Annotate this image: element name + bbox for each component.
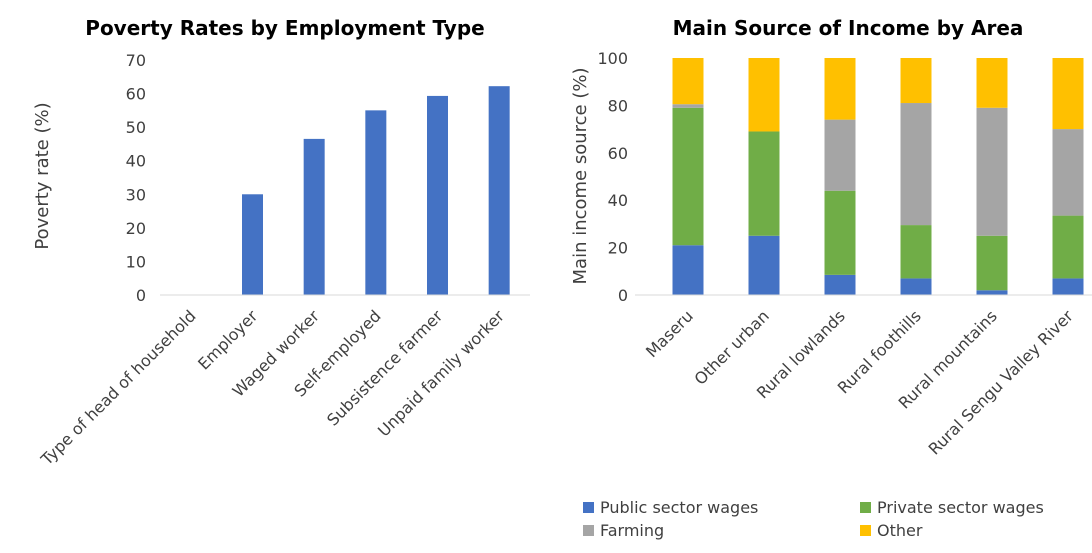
right-y-tick-label: 80: [608, 96, 628, 115]
segment-public-sector-wages-rural-foothills: [900, 278, 932, 295]
right-x-tick-label: Maseru: [642, 306, 697, 361]
left-y-tick-label: 20: [126, 219, 146, 238]
left-y-tick-label: 70: [126, 51, 146, 70]
segment-public-sector-wages-rural-mountains: [976, 290, 1008, 295]
segment-farming-rural-sengu-valley-river: [1052, 129, 1084, 216]
segment-private-sector-wages-maseru: [672, 107, 704, 246]
bar-employer: [242, 194, 263, 295]
legend-label-private-sector-wages: Private sector wages: [877, 498, 1044, 517]
legend-label-farming: Farming: [600, 521, 664, 540]
segment-private-sector-wages-rural-foothills: [900, 225, 932, 279]
segment-other-rural-mountains: [976, 58, 1008, 108]
left-y-tick-label: 10: [126, 252, 146, 271]
bar-unpaid-family-worker: [488, 86, 510, 295]
left-y-tick-label: 30: [126, 185, 146, 204]
right-chart-title: Main Source of Income by Area: [673, 16, 1024, 40]
left-chart-title: Poverty Rates by Employment Type: [85, 16, 484, 40]
right-y-tick-label: 0: [618, 286, 628, 305]
segment-other-maseru: [672, 58, 704, 105]
left-x-tick-label: Unpaid family worker: [374, 306, 508, 440]
segment-farming-maseru: [672, 104, 704, 108]
left-x-tick-label: Subsistence farmer: [323, 306, 447, 430]
segment-public-sector-wages-rural-sengu-valley-river: [1052, 278, 1084, 295]
right-x-tick-label: Other urban: [691, 306, 773, 388]
right-y-axis-label: Main income source (%): [570, 68, 591, 285]
legend-label-public-sector-wages: Public sector wages: [600, 498, 758, 517]
segment-farming-rural-foothills: [900, 103, 932, 226]
segment-private-sector-wages-rural-sengu-valley-river: [1052, 215, 1084, 279]
legend-swatch-farming: [583, 525, 594, 536]
bar-subsistence-farmer: [427, 95, 448, 296]
legend: Public sector wages Private sector wages F…: [583, 498, 1044, 540]
right-x-tick-label: Rural Sengu Valley River: [925, 306, 1077, 458]
left-y-axis-label: Poverty rate (%): [32, 102, 53, 249]
segment-private-sector-wages-other-urban: [748, 131, 780, 236]
left-y-tick-label: 50: [126, 118, 146, 137]
segment-private-sector-wages-rural-lowlands: [824, 190, 856, 275]
bar-self-employed: [365, 110, 387, 295]
segment-other-rural-foothills: [900, 58, 932, 104]
legend-swatch-public-sector-wages: [583, 502, 594, 513]
segment-other-rural-sengu-valley-river: [1052, 58, 1084, 130]
left-y-tick-label: 0: [136, 286, 146, 305]
income-source-chart: Main Source of Income by Area Main incom…: [570, 16, 1092, 540]
right-y-tick-label: 60: [608, 144, 628, 163]
right-y-tick-label: 20: [608, 239, 628, 258]
bar-waged-worker: [303, 138, 325, 295]
segment-private-sector-wages-rural-mountains: [976, 235, 1008, 291]
poverty-rates-chart: Poverty Rates by Employment Type Poverty…: [32, 16, 530, 470]
segment-farming-rural-lowlands: [824, 119, 856, 191]
legend-swatch-other: [860, 525, 871, 536]
segment-public-sector-wages-rural-lowlands: [824, 274, 856, 295]
legend-label-other: Other: [877, 521, 923, 540]
left-y-tick-label: 60: [126, 85, 146, 104]
right-y-tick-label: 100: [597, 49, 628, 68]
segment-farming-rural-mountains: [976, 107, 1008, 236]
right-y-tick-label: 40: [608, 191, 628, 210]
left-y-tick-label: 40: [126, 152, 146, 171]
segment-other-rural-lowlands: [824, 58, 856, 120]
segment-other-other-urban: [748, 58, 780, 132]
left-x-tick-label: Type of head of household: [37, 306, 200, 469]
legend-swatch-private-sector-wages: [860, 502, 871, 513]
segment-public-sector-wages-maseru: [672, 245, 704, 295]
segment-public-sector-wages-other-urban: [748, 235, 780, 295]
